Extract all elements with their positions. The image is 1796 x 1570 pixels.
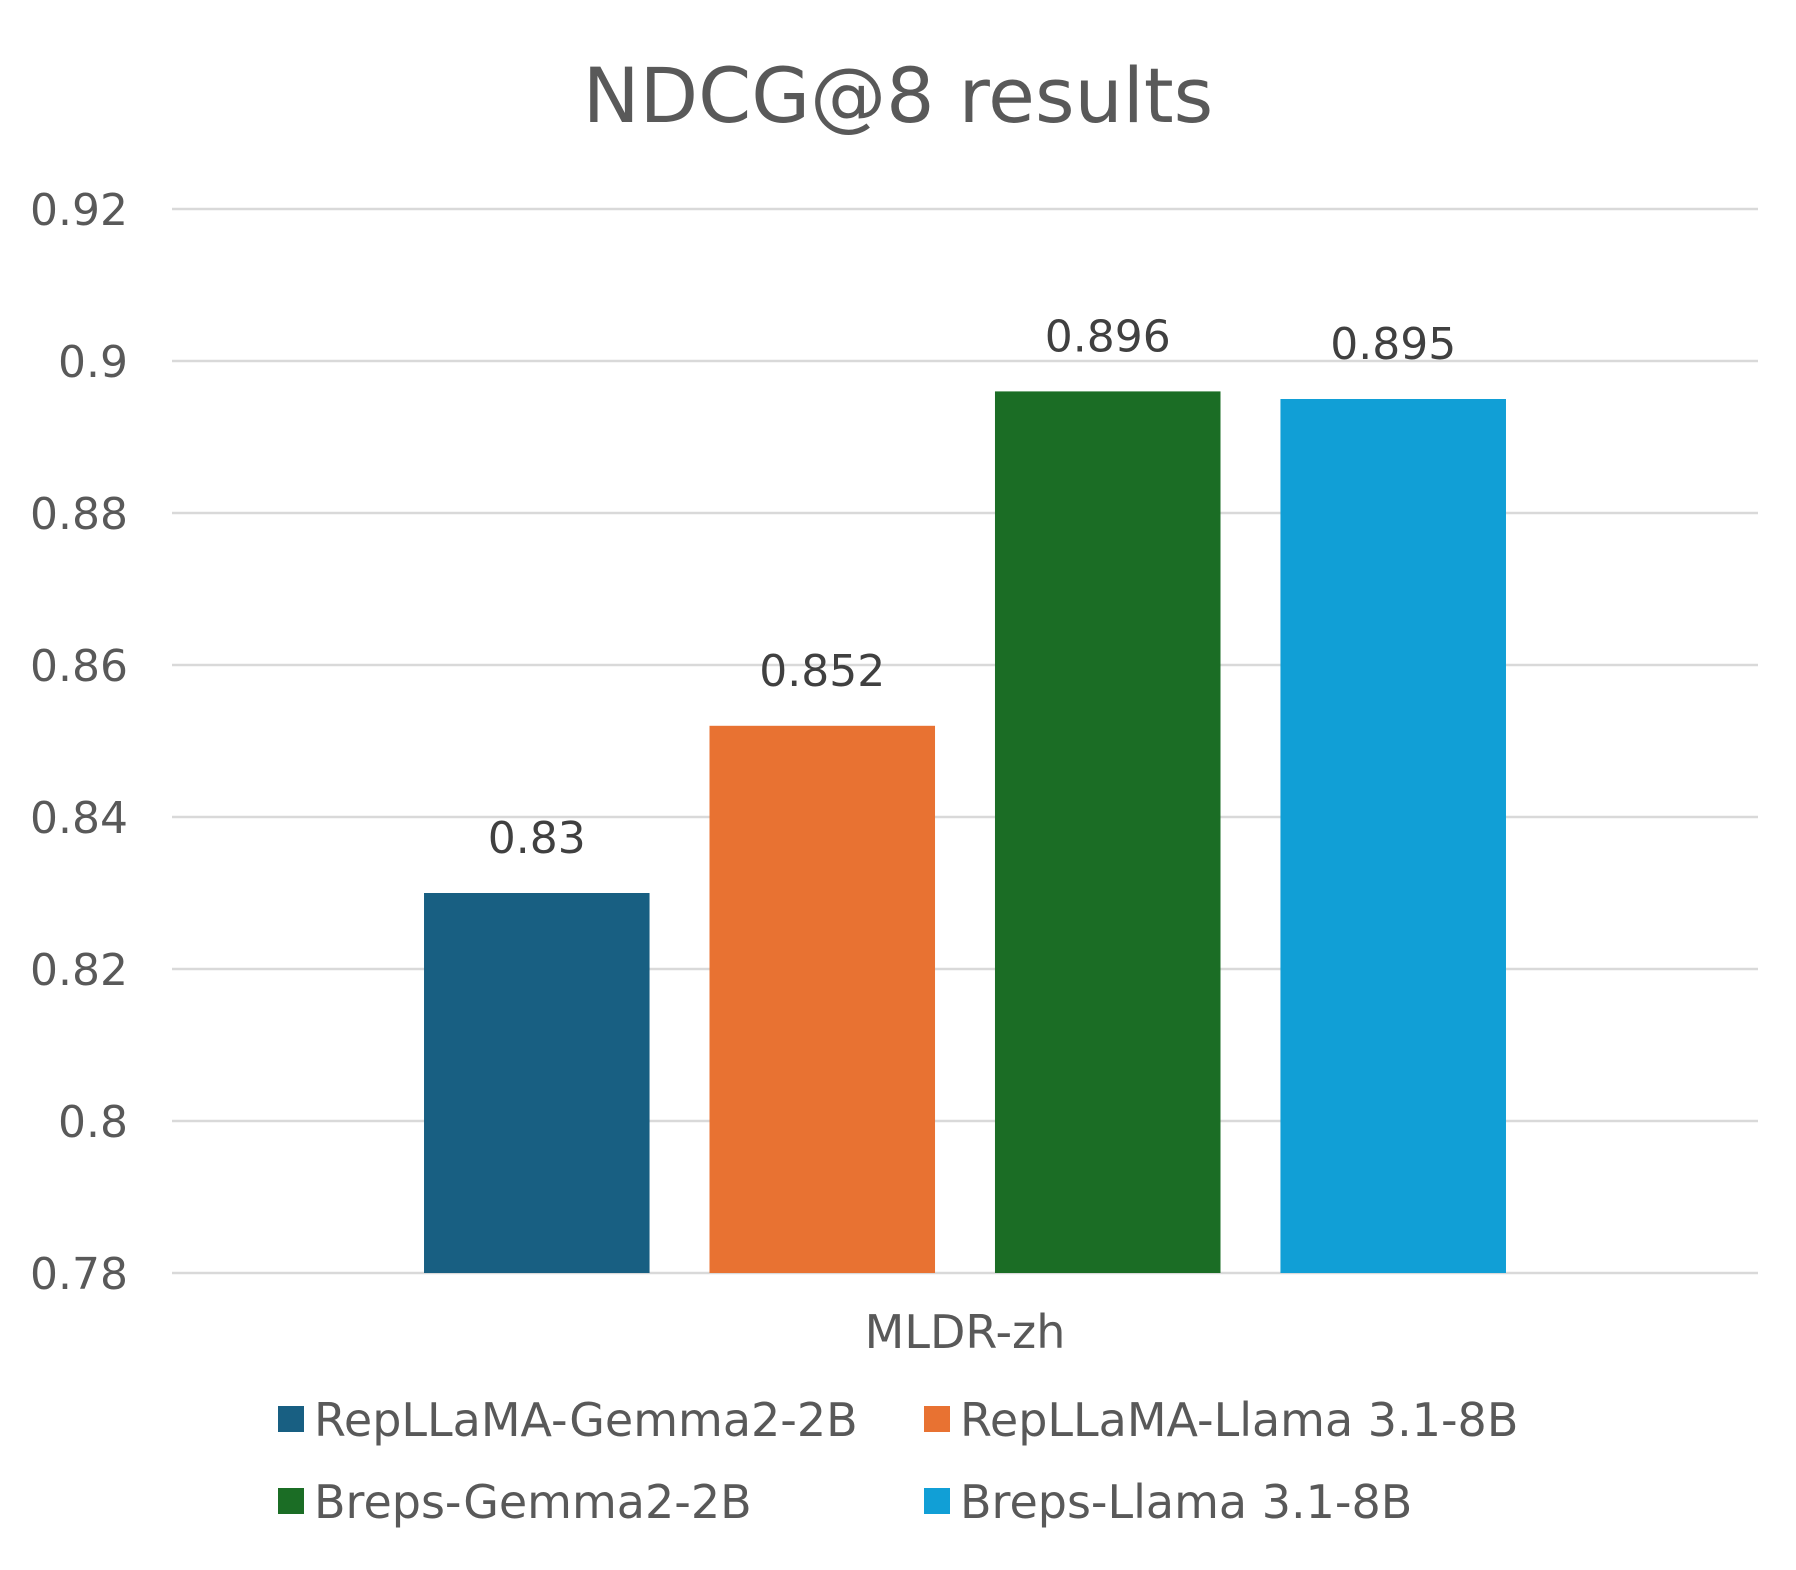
legend-item[interactable]: RepLLaMA-Gemma2-2B [278,1393,858,1447]
legend-swatch [924,1406,950,1432]
legend-swatch [924,1488,950,1514]
x-axis-categories: MLDR-zh [865,1305,1066,1359]
bar-breps-gemma2-2b [994,391,1221,1273]
y-tick-label: 0.82 [30,945,128,996]
y-tick-label: 0.84 [30,793,128,844]
bar-breps-llama-3-1-8b [1280,399,1506,1273]
bars [424,391,1506,1273]
legend-label: Breps-Gemma2-2B [314,1475,752,1529]
gridlines [172,207,1758,1275]
legend-item[interactable]: RepLLaMA-Llama 3.1-8B [924,1393,1518,1447]
data-label: 0.896 [1045,311,1171,362]
bar-repllama-llama-3-1-8b [709,725,936,1273]
legend-swatch [278,1488,304,1514]
y-tick-label: 0.86 [30,641,128,692]
legend-label: RepLLaMA-Gemma2-2B [314,1393,858,1447]
y-tick-label: 0.92 [30,185,128,236]
bar-repllama-gemma2-2b [424,893,650,1273]
y-tick-label: 0.9 [58,337,128,388]
y-tick-label: 0.88 [30,489,128,540]
chart-title: NDCG@8 results [583,51,1213,140]
legend-swatch [278,1406,304,1432]
legend[interactable]: RepLLaMA-Gemma2-2B RepLLaMA-Llama 3.1-8B B… [278,1393,1518,1529]
data-label: 0.895 [1330,319,1456,370]
y-tick-label: 0.78 [30,1249,128,1300]
y-tick-label: 0.8 [58,1097,128,1148]
legend-label: RepLLaMA-Llama 3.1-8B [960,1393,1518,1447]
data-label: 0.852 [759,646,885,697]
legend-label: Breps-Llama 3.1-8B [960,1475,1412,1529]
y-axis-ticks: 0.78 0.8 0.82 0.84 0.86 0.88 0.9 0.92 [30,185,128,1300]
data-label: 0.83 [488,813,586,864]
legend-item[interactable]: Breps-Llama 3.1-8B [924,1475,1412,1529]
data-labels: 0.83 0.852 0.896 0.895 [488,311,1456,864]
legend-item[interactable]: Breps-Gemma2-2B [278,1475,752,1529]
x-category-label: MLDR-zh [865,1305,1066,1359]
